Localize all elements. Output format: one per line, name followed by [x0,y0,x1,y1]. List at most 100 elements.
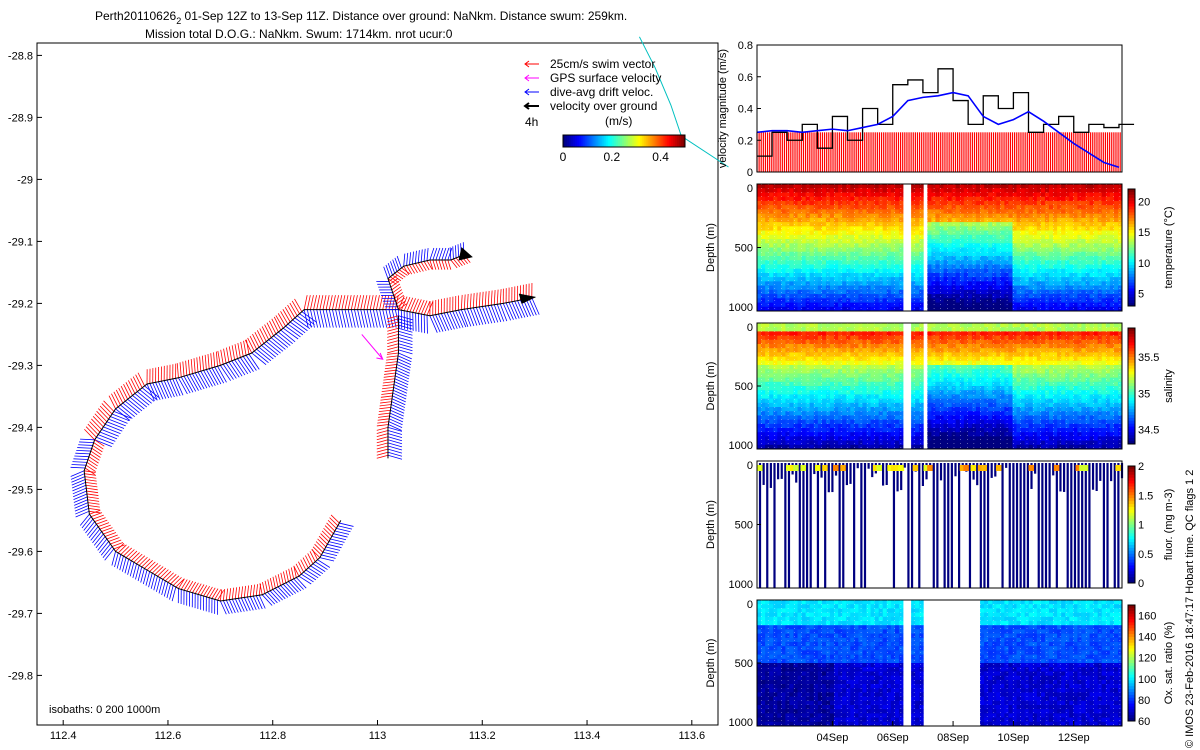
heat-cell [931,298,936,303]
heat-cell [1049,200,1054,206]
cbar-cell [1128,224,1135,228]
heat-cell [1065,306,1070,312]
heat-cell [773,327,778,332]
colorbar-cell [632,135,635,147]
swim-vector [267,579,271,591]
swim-vector [92,514,104,520]
heat-cell [1105,196,1111,202]
heat-cell [858,234,863,240]
heat-cell [976,306,981,312]
heat-cell [898,272,904,278]
heat-cell [866,436,871,441]
heat-cell [886,243,892,248]
drift-vector [278,331,293,344]
heat-cell [878,390,884,395]
drift-vector [392,392,407,400]
heat-cell [757,428,762,433]
heat-cell [870,331,876,336]
drift-vector [79,441,94,444]
colorbar-cell [569,135,572,147]
heat-cell [805,419,811,425]
heat-cell [1089,272,1095,278]
heat-cell [882,398,888,404]
heat-cell [846,386,851,391]
heat-cell [988,205,993,210]
drift-vector [429,315,438,333]
heat-cell [1004,298,1009,303]
heat-cell [793,407,798,412]
heat-cell [911,205,916,210]
swim-vector [377,418,390,421]
heat-cell [781,402,786,408]
heat-cell [1040,272,1046,278]
heat-cell [1101,196,1107,202]
heat-cell [846,268,851,274]
heat-cell [927,402,932,408]
heat-cell [1008,255,1013,261]
heat-cell [886,213,892,219]
drift-vector [146,383,155,402]
heat-cell [789,339,794,345]
cbar-frame [1127,188,1136,307]
heat-cell [817,381,823,387]
heat-cell [939,222,944,227]
heat-cell [781,428,786,433]
drift-vector [397,361,411,368]
heat-cell [846,251,851,257]
heat-cell [850,444,855,450]
swim-vector [88,508,101,511]
heat-cell [817,352,823,357]
heat-cell [882,222,888,227]
heat-cell [825,360,831,366]
swim-vector [380,401,392,404]
drift-vector [366,309,372,328]
heat-cell [846,335,851,341]
swim-vector [344,295,349,310]
heat-cell [976,255,981,261]
heat-cell [915,327,920,332]
heat-cell [1032,209,1038,215]
heat-cell [919,440,924,446]
heat-cell [1028,298,1034,303]
heat-cell [1113,281,1119,286]
heat-cell [1089,268,1095,274]
heat-cell [1049,298,1054,303]
heat-cell [842,234,847,240]
heat-cell [1053,260,1058,265]
heat-cell [805,344,811,349]
drift-vector [275,587,286,600]
heat-cell [761,196,766,202]
heat-cell [951,281,957,286]
heat-cell [1101,222,1107,227]
heat-cell [777,289,782,295]
cbar-cell [1128,235,1135,240]
heat-cell [1028,306,1034,312]
heat-cell [915,251,920,257]
drift-vector [175,378,184,396]
heat-cell [854,440,859,446]
ground-arrow-head [518,293,537,304]
colorbar-cell [579,135,582,147]
drift-vector [379,309,384,328]
heat-cell [1057,302,1062,308]
heat-cell [793,302,798,308]
drift-vector [417,250,420,263]
heat-cell [1117,239,1123,244]
heat-cell [781,255,786,261]
heat-cell [862,377,867,383]
heat-cell [813,268,819,274]
heat-cell [781,377,786,383]
heat-cell [878,184,884,189]
heat-cell [789,188,794,193]
heat-cell [1093,268,1099,274]
heat-cell [793,226,798,231]
heat-cell [1085,251,1090,257]
heat-cell [862,335,867,341]
heat-cell [821,436,827,441]
heat-cell [967,243,973,248]
heat-cell [886,423,892,429]
heat-cell [1008,222,1013,227]
heat-cell [1000,205,1005,210]
drift-vector [432,315,441,333]
heat-cell [1016,285,1022,291]
